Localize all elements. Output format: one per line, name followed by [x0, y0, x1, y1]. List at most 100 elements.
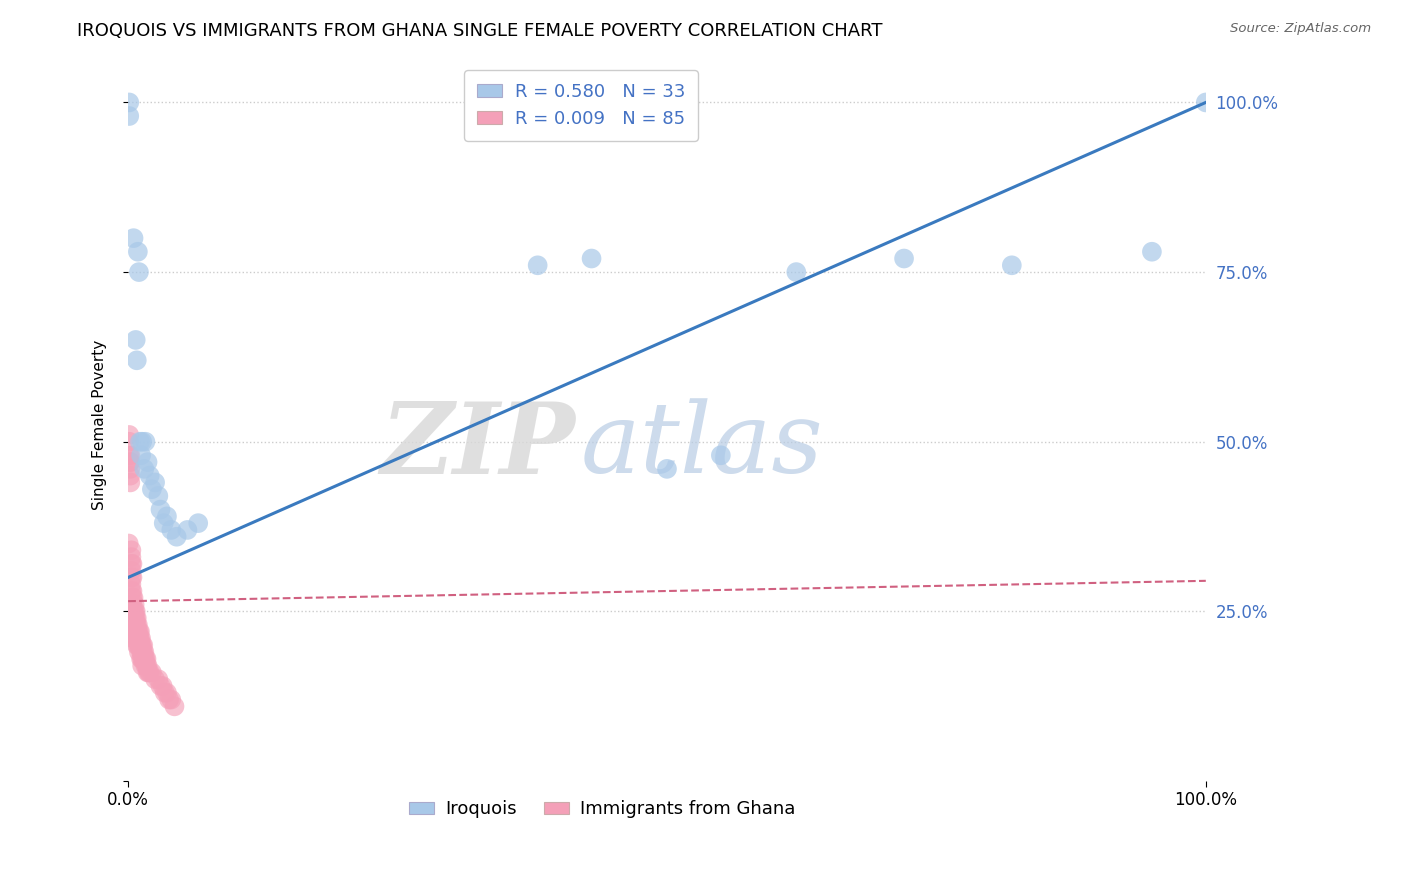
Y-axis label: Single Female Poverty: Single Female Poverty [93, 340, 107, 510]
Point [120, 468, 142, 483]
Point [120, 475, 142, 490]
Point [153, 686, 176, 700]
Text: IROQUOIS VS IMMIGRANTS FROM GHANA SINGLE FEMALE POVERTY CORRELATION CHART: IROQUOIS VS IMMIGRANTS FROM GHANA SINGLE… [77, 22, 883, 40]
Point [152, 516, 174, 530]
Point [120, 462, 142, 476]
Point [136, 665, 159, 680]
Point [124, 624, 146, 639]
Point [134, 652, 156, 666]
Point [129, 624, 152, 639]
Point [131, 652, 153, 666]
Point [135, 658, 157, 673]
Point [127, 632, 149, 646]
Point [121, 591, 143, 605]
Point [124, 618, 146, 632]
Point [121, 557, 143, 571]
Point [118, 95, 141, 110]
Point [156, 509, 179, 524]
Point [122, 231, 145, 245]
Point [120, 455, 142, 469]
Point [129, 638, 152, 652]
Point [128, 638, 150, 652]
Point [127, 638, 149, 652]
Point [1001, 258, 1024, 272]
Point [129, 645, 152, 659]
Point [655, 462, 678, 476]
Point [121, 604, 143, 618]
Point [581, 252, 603, 266]
Point [136, 658, 159, 673]
Point [129, 632, 152, 646]
Point [1140, 244, 1163, 259]
Point [156, 686, 179, 700]
Point [129, 652, 152, 666]
Point [143, 672, 166, 686]
Point [141, 482, 163, 496]
Point [125, 611, 148, 625]
Point [127, 624, 149, 639]
Point [118, 448, 141, 462]
Point [131, 645, 153, 659]
Point [125, 353, 148, 368]
Point [149, 679, 172, 693]
Point [143, 475, 166, 490]
Point [160, 692, 183, 706]
Point [132, 652, 155, 666]
Point [122, 624, 145, 639]
Point [138, 665, 160, 680]
Point [166, 530, 188, 544]
Point [128, 624, 150, 639]
Point [1195, 95, 1218, 110]
Point [118, 434, 141, 449]
Point [893, 252, 915, 266]
Point [118, 428, 141, 442]
Text: Source: ZipAtlas.com: Source: ZipAtlas.com [1230, 22, 1371, 36]
Point [124, 611, 146, 625]
Point [149, 502, 172, 516]
Point [125, 632, 148, 646]
Point [120, 584, 142, 599]
Point [124, 604, 146, 618]
Point [121, 570, 143, 584]
Point [125, 333, 148, 347]
Point [129, 632, 152, 646]
Point [127, 244, 149, 259]
Point [131, 638, 153, 652]
Point [125, 624, 148, 639]
Point [134, 658, 156, 673]
Point [125, 618, 148, 632]
Point [138, 665, 160, 680]
Point [120, 550, 142, 565]
Point [152, 679, 174, 693]
Point [125, 604, 148, 618]
Point [129, 434, 152, 449]
Point [134, 652, 156, 666]
Text: ZIP: ZIP [381, 398, 575, 494]
Point [785, 265, 807, 279]
Point [120, 570, 142, 584]
Point [141, 665, 163, 680]
Point [132, 645, 155, 659]
Point [120, 448, 142, 462]
Point [128, 632, 150, 646]
Point [710, 448, 733, 462]
Point [134, 645, 156, 659]
Point [125, 611, 148, 625]
Legend: Iroquois, Immigrants from Ghana: Iroquois, Immigrants from Ghana [402, 793, 803, 825]
Point [122, 632, 145, 646]
Point [121, 598, 143, 612]
Point [120, 557, 142, 571]
Point [120, 543, 142, 558]
Point [163, 699, 186, 714]
Point [176, 523, 198, 537]
Point [160, 523, 183, 537]
Point [121, 584, 143, 599]
Point [128, 265, 150, 279]
Point [135, 652, 157, 666]
Point [122, 611, 145, 625]
Point [118, 455, 141, 469]
Point [136, 455, 159, 469]
Point [118, 536, 141, 550]
Point [125, 638, 148, 652]
Point [127, 618, 149, 632]
